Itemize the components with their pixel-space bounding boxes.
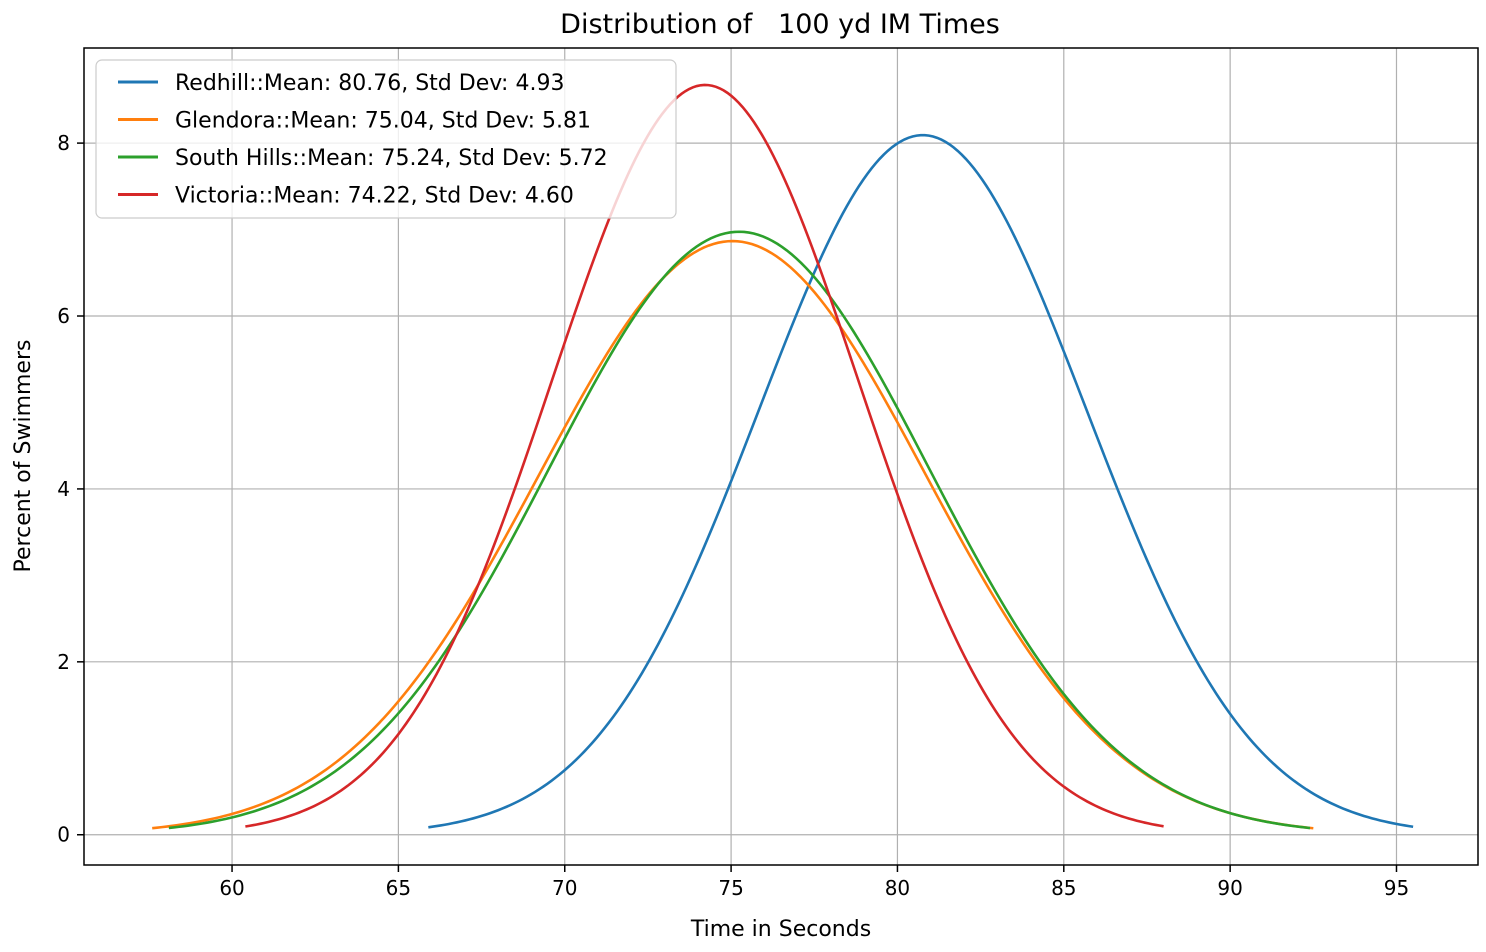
y-tick-label: 6 [57,304,70,328]
x-tick-label: 60 [219,876,244,900]
x-axis-label: Time in Seconds [690,917,871,942]
legend-label-redhill: Redhill::Mean: 80.76, Std Dev: 4.93 [175,71,564,96]
series-line-glendora [152,239,1314,830]
legend-box [95,59,677,219]
legend-label-victoria: Victoria::Mean: 74.22, Std Dev: 4.60 [175,184,574,209]
y-tick-label: 0 [57,823,70,847]
legend: Redhill::Mean: 80.76, Std Dev: 4.93Glend… [95,59,677,219]
chart-title: Distribution of 100 yd IM Times [560,9,1000,40]
x-tick-label: 80 [885,876,910,900]
plot-frame [83,47,1479,866]
x-tick-label: 75 [718,876,743,900]
legend-label-glendora: Glendora::Mean: 75.04, Std Dev: 5.81 [175,109,591,134]
x-tick-label: 70 [552,876,577,900]
tick-layer: 60 65 70 75 80 85 90 95 0 2 4 6 8 [57,131,1409,900]
y-tick-label: 2 [57,650,70,674]
x-tick-label: 90 [1217,876,1242,900]
x-tick-label: 65 [386,876,411,900]
legend-label-south-hills: South Hills::Mean: 75.24, Std Dev: 5.72 [175,146,608,171]
series-line-redhill [428,133,1414,829]
y-tick-label: 8 [57,131,70,155]
y-axis-label: Percent of Swimmers [11,340,36,573]
series-line-victoria [245,83,1164,828]
series-layer [152,83,1414,830]
series-line-south-hills [168,230,1311,830]
x-tick-label: 85 [1051,876,1076,900]
y-tick-label: 4 [57,477,70,501]
x-tick-label: 95 [1384,876,1409,900]
